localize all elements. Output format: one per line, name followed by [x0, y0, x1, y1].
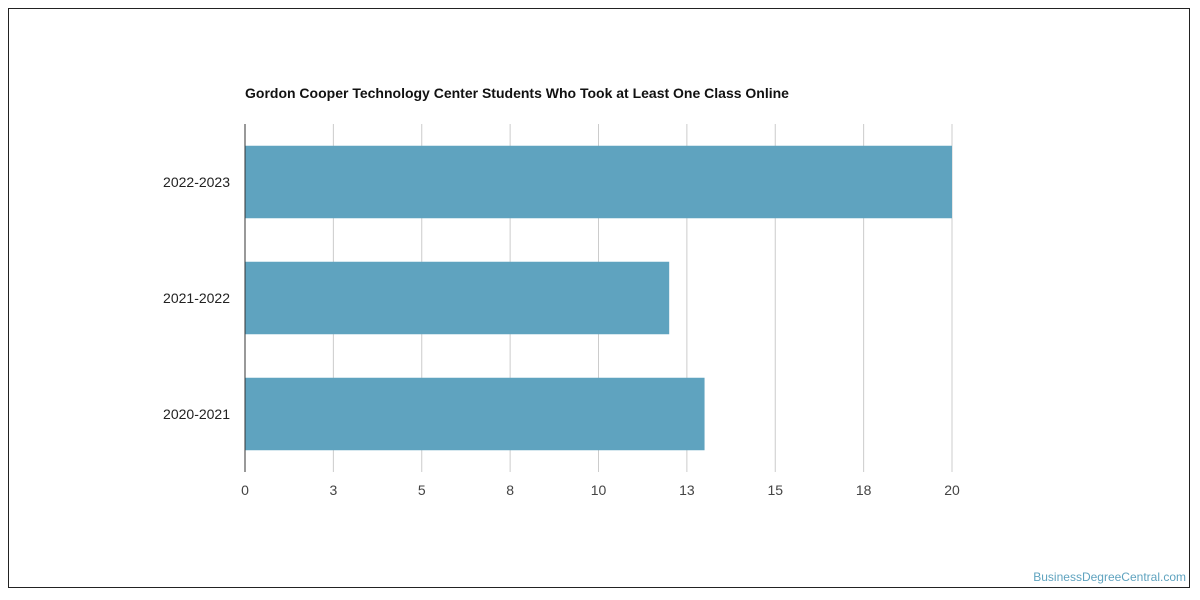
- bars: [245, 145, 952, 451]
- bar: [245, 145, 952, 219]
- x-tick-label: 13: [679, 482, 695, 498]
- category-label: 2020-2021: [163, 406, 230, 422]
- category-label: 2021-2022: [163, 290, 230, 306]
- x-tick-label: 18: [856, 482, 872, 498]
- x-tick-label: 5: [418, 482, 426, 498]
- chart-title: Gordon Cooper Technology Center Students…: [245, 85, 789, 101]
- x-tick-label: 15: [767, 482, 783, 498]
- x-axis-ticks: 0 3 5 8 10 13 15 18 20: [241, 482, 960, 498]
- x-tick-label: 20: [944, 482, 960, 498]
- x-tick-label: 0: [241, 482, 249, 498]
- watermark: BusinessDegreeCentral.com: [1033, 570, 1186, 584]
- bar: [245, 377, 705, 451]
- y-axis-categories: 2022-2023 2021-2022 2020-2021: [163, 174, 230, 422]
- x-tick-label: 8: [506, 482, 514, 498]
- x-tick-label: 3: [329, 482, 337, 498]
- bar: [245, 261, 670, 335]
- category-label: 2022-2023: [163, 174, 230, 190]
- x-tick-label: 10: [591, 482, 607, 498]
